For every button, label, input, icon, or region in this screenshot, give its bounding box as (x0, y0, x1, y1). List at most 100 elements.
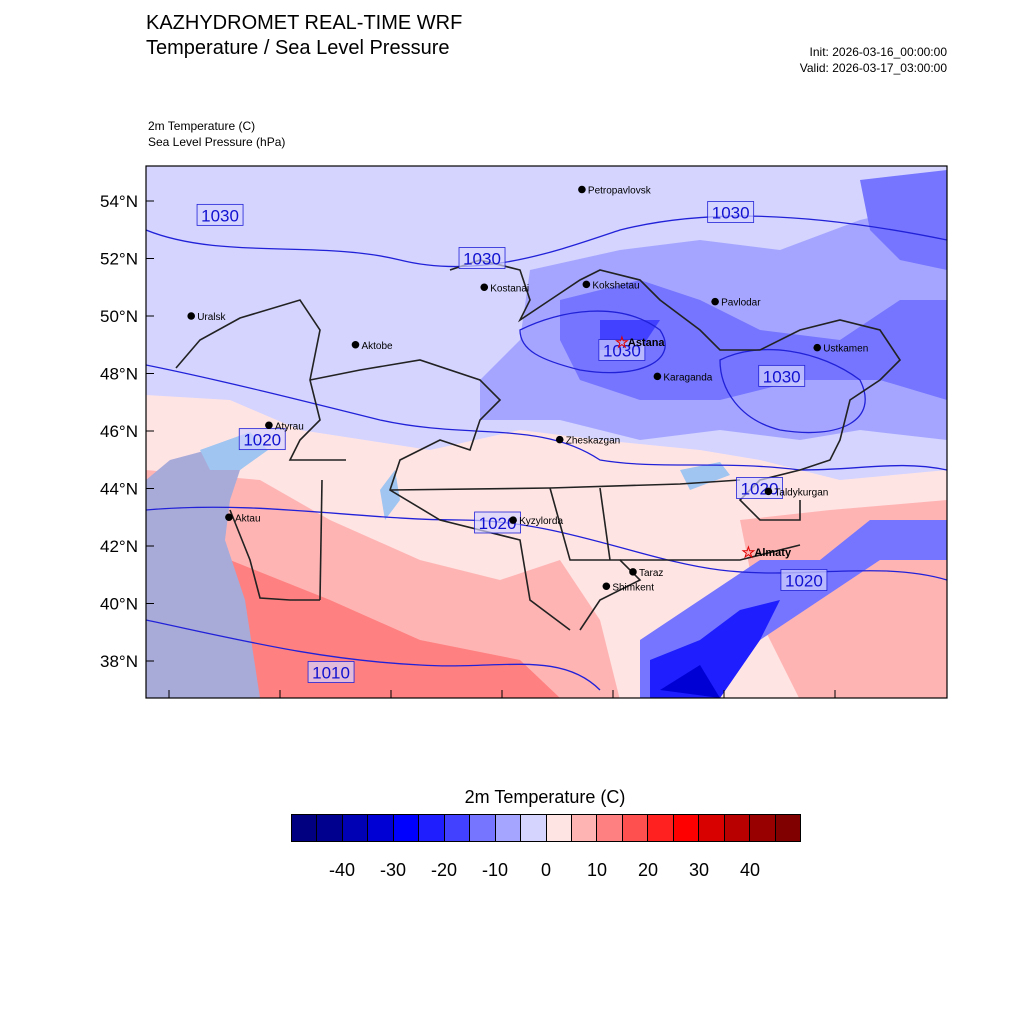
isobar-label: 1030 (463, 250, 501, 269)
lat-tick-label: 42°N (100, 537, 138, 556)
city-dot (578, 185, 586, 194)
city-dot (265, 421, 273, 430)
city-markers: Petropavlovsk Kostanai Kokshetau Pavlodar Ur… (187, 185, 868, 593)
colorbar-swatch (673, 815, 700, 841)
colorbar-swatch (444, 815, 471, 841)
capital-star-icon: ★ (742, 544, 755, 560)
city-dot (480, 283, 489, 292)
lat-tick-label: 40°N (100, 595, 138, 614)
capital-star-icon: ★ (616, 334, 629, 350)
city-dot (509, 516, 517, 524)
city-label: Uralsk (197, 312, 226, 323)
city-dot (711, 297, 719, 306)
colorbar-swatch (622, 815, 649, 841)
city-label: Kyzylorda (519, 516, 563, 527)
colorbar-swatch (521, 815, 547, 841)
colorbar-swatch (495, 815, 522, 841)
isobar-label: 1020 (243, 431, 281, 450)
lat-tick-label: 48°N (100, 365, 138, 384)
isobar-label-box (307, 661, 355, 683)
isobar-label: 1020 (479, 514, 517, 533)
map-subtitle: Temperature / Sea Level Pressure (146, 37, 450, 59)
valid-time: Valid: 2026-03-17_03:00:00 (799, 61, 947, 75)
colorbar-label: 30 (688, 860, 710, 880)
colorbar-label: -20 (430, 860, 458, 880)
temperature-colorbar (291, 814, 801, 842)
colorbar-label: 20 (637, 860, 659, 880)
init-time: Init: 2026-03-16_00:00:00 (809, 45, 947, 59)
colorbar-swatch (597, 815, 623, 841)
colorbar-label: 0 (540, 860, 552, 880)
colorbar-swatch (419, 815, 445, 841)
isobar-label: 1030 (763, 367, 801, 386)
colorbar-swatch (368, 815, 394, 841)
city-dot (351, 340, 360, 349)
map-figure: 54°N52°N50°N48°N46°N44°N42°N40°N38°N50°E… (100, 165, 948, 699)
city-label: Pavlodar (721, 298, 761, 309)
city-dot (813, 343, 822, 352)
colorbar-swatch (699, 815, 725, 841)
isobar-label: 1020 (785, 572, 823, 591)
admin-borders (175, 259, 902, 631)
colorbar-swatch (393, 815, 420, 841)
isobar-label-box (458, 247, 506, 269)
colorbar-swatch (292, 815, 318, 841)
colorbar-swatch (648, 815, 674, 841)
city-dot (187, 312, 195, 320)
city-label: Petropavlovsk (588, 186, 652, 197)
isobar-labels: 1030 1030 1030 1030 1030 1020 1020 1020 1020 1010 (196, 201, 828, 683)
city-label: Ustkamen (823, 344, 868, 355)
colorbar-swatch (775, 815, 801, 841)
colorbar-label: -30 (379, 860, 407, 880)
lat-tick-label: 38°N (100, 652, 138, 671)
lat-tick-label: 46°N (100, 422, 138, 441)
colorbar-label: 40 (739, 860, 761, 880)
city-label: Aktau (235, 513, 261, 524)
isobar-label-box (758, 364, 806, 387)
isobars (146, 215, 947, 691)
isobar-label-box (598, 339, 646, 361)
isobar-label-box (780, 569, 828, 591)
axis-ticks: 54°N52°N50°N48°N46°N44°N42°N40°N38°N50°E… (100, 192, 836, 698)
colorbar-label: -40 (328, 860, 356, 880)
city-label: Shimkent (612, 582, 654, 593)
city-label: Astana (628, 337, 666, 349)
isobar-label: 1030 (201, 206, 239, 225)
city-label: Almaty (754, 547, 792, 559)
city-label: Kokshetau (592, 280, 639, 291)
field-label-temperature: 2m Temperature (C) (148, 119, 256, 133)
lat-tick-label: 44°N (100, 480, 138, 499)
city-label: Karaganda (663, 372, 712, 383)
field-label-pressure: Sea Level Pressure (hPa) (148, 135, 286, 149)
city-label: Atyrau (275, 421, 304, 432)
colorbar-swatch (342, 815, 369, 841)
isobar-label-box (238, 428, 286, 451)
city-dot (653, 372, 662, 381)
city-label: Taldykurgan (774, 487, 828, 498)
city-dot (225, 513, 233, 522)
city-dot (629, 568, 637, 576)
city-label: Aktobe (361, 341, 393, 352)
colorbar-swatch (470, 815, 496, 841)
isobar-label-box (707, 201, 755, 223)
colorbar-title: 2m Temperature (C) (464, 787, 626, 807)
lat-tick-label: 50°N (100, 307, 138, 326)
city-dot (602, 582, 611, 591)
colorbar-swatch (546, 815, 572, 841)
isobar-label: 1010 (312, 664, 350, 683)
isobar-label: 1030 (712, 204, 750, 223)
isobar-label: 1030 (603, 342, 641, 361)
city-dot (582, 280, 591, 289)
colorbar-swatch (724, 815, 751, 841)
city-label: Zheskazgan (566, 436, 620, 447)
lat-tick-label: 54°N (100, 192, 138, 211)
colorbar-swatch (317, 815, 343, 841)
city-dot (555, 435, 564, 444)
map-frame (145, 165, 948, 699)
isobar-label: 1020 (741, 480, 779, 499)
isobar-label-box (474, 511, 521, 534)
city-label: Taraz (639, 568, 663, 579)
city-label: Kostanai (490, 283, 529, 294)
city-dot (764, 487, 773, 496)
colorbar-swatch (750, 815, 776, 841)
